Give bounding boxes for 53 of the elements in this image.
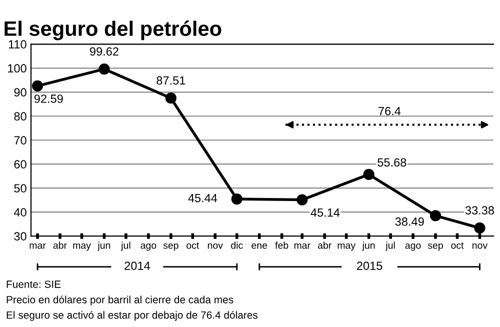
point — [474, 222, 486, 234]
text: 2015 — [357, 262, 382, 270]
point — [98, 63, 110, 75]
text: El seguro se activó al estar por debajo de 76.4 dólares — [6, 310, 258, 321]
x-tick-label: nov — [208, 243, 223, 249]
x-tick-label: abr — [53, 242, 67, 249]
x-tick-label: mar — [294, 243, 310, 249]
y-tick-label: 110 — [8, 40, 26, 49]
point — [430, 210, 442, 222]
x-tick-label: ene — [252, 243, 268, 249]
ref-line-label: 76.4 — [378, 106, 401, 116]
x-tick-label: ago — [140, 243, 156, 251]
y-tick-label: 30 — [14, 232, 26, 240]
data-label: 92.59 — [34, 94, 63, 103]
point — [165, 92, 176, 104]
x-tick-label: jun — [362, 242, 375, 251]
x-tick-label: sep — [428, 243, 443, 251]
x-tick-label: mar — [30, 243, 46, 249]
point — [231, 193, 242, 205]
point — [363, 168, 374, 180]
x-tick-label: nov — [472, 243, 488, 249]
x-tick-label: dic — [231, 242, 243, 249]
y-tick-label: 70 — [14, 136, 26, 145]
y-tick-label: 80 — [14, 112, 26, 121]
text: Precio en dólares por barril al cierre de cada mes — [6, 296, 234, 306]
data-label: 45.14 — [310, 208, 340, 217]
y-tick-label: 50 — [14, 184, 26, 192]
text: 2014 — [124, 262, 150, 270]
data-label: 87.51 — [156, 76, 186, 85]
data-label: 99.62 — [90, 47, 118, 56]
x-tick-label: jul — [120, 242, 130, 251]
x-tick-label: may — [73, 243, 91, 251]
data-label: 33.38 — [465, 206, 494, 215]
x-tick-label: abr — [318, 242, 332, 249]
y-tick-label: 90 — [14, 88, 26, 97]
y-tick-label: 40 — [14, 208, 26, 216]
point — [32, 80, 44, 92]
data-label: 45.44 — [188, 194, 218, 202]
x-tick-label: may — [338, 243, 356, 251]
source-note: Fuente: SIE — [6, 280, 61, 288]
y-tick-label: 100 — [8, 64, 26, 73]
point — [296, 194, 308, 206]
chart-title: El seguro del petróleo — [4, 20, 222, 40]
x-tick-label: feb — [275, 242, 288, 249]
x-tick-label: sep — [163, 243, 178, 251]
x-tick-label: jul — [385, 242, 395, 251]
x-tick-label: jun — [97, 242, 110, 251]
data-label: 55.68 — [378, 158, 406, 167]
data-label: 38.49 — [395, 217, 424, 226]
x-tick-label: oct — [451, 242, 464, 249]
x-tick-label: oct — [186, 242, 200, 249]
y-tick-label: 60 — [14, 160, 26, 169]
x-tick-label: ago — [405, 243, 421, 251]
